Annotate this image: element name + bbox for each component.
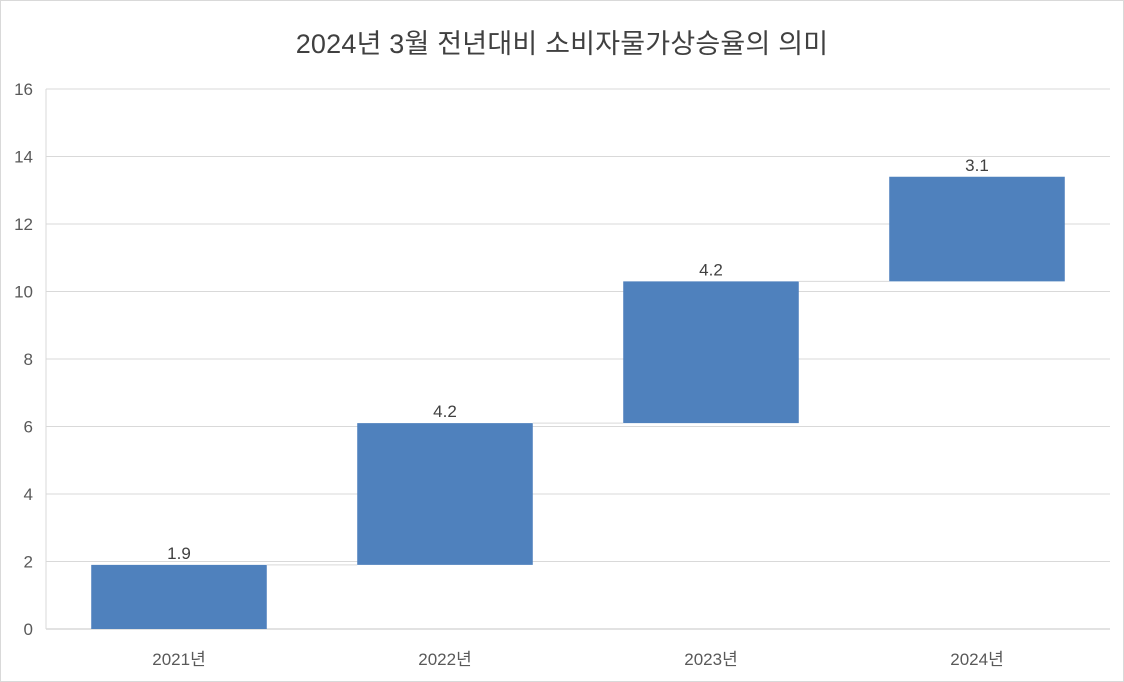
x-tick-label: 2023년: [684, 650, 737, 669]
y-tick-label: 4: [24, 485, 33, 504]
y-tick-label: 2: [24, 553, 33, 572]
data-label: 4.2: [699, 260, 723, 279]
y-tick-label: 8: [24, 350, 33, 369]
y-tick-label: 6: [24, 418, 33, 437]
y-tick-label: 0: [24, 620, 33, 639]
labels: 1.9 2021년 4.2 2022년 4.2 2023년 3.1 2024년: [152, 156, 1003, 669]
bar-3: [623, 281, 799, 424]
chart-title: 2024년 3월 전년대비 소비자물가상승율의 의미: [295, 29, 829, 59]
data-label: 1.9: [167, 544, 191, 563]
data-label: 3.1: [965, 156, 989, 175]
x-tick-label: 2024년: [950, 650, 1003, 669]
y-tick-label: 12: [14, 215, 33, 234]
bar-2: [357, 423, 533, 565]
y-tick-label: 16: [14, 80, 33, 99]
y-tick-label: 14: [14, 148, 33, 167]
bars: [91, 176, 1065, 629]
bar-4: [889, 176, 1065, 282]
bar-1: [91, 564, 267, 629]
x-tick-label: 2022년: [418, 650, 471, 669]
data-label: 4.2: [433, 402, 457, 421]
y-tick-label: 10: [14, 283, 33, 302]
x-tick-label: 2021년: [152, 650, 205, 669]
gridlines: [46, 88, 1110, 562]
